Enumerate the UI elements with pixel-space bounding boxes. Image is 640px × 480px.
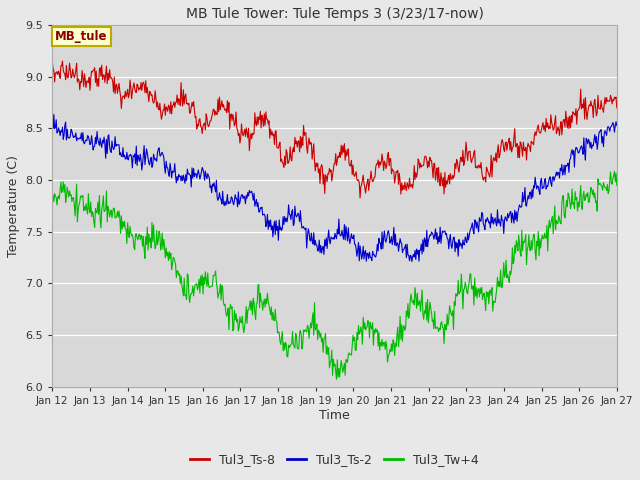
Tul3_Ts-2: [50, 111, 58, 117]
Y-axis label: Temperature (C): Temperature (C): [7, 155, 20, 257]
Tul3_Tw+4: [420, 308, 428, 314]
Tul3_Ts-8: [405, 186, 413, 192]
Tul3_Ts-2: [175, 172, 182, 178]
Tul3_Ts-8: [59, 58, 67, 64]
Tul3_Tw+4: [116, 230, 124, 236]
Line: Tul3_Ts-8: Tul3_Ts-8: [52, 61, 617, 198]
Tul3_Ts-2: [613, 122, 621, 128]
Tul3_Ts-2: [60, 136, 67, 142]
Tul3_Ts-2: [404, 252, 412, 258]
Text: MB_tule: MB_tule: [55, 30, 108, 43]
X-axis label: Time: Time: [319, 408, 350, 422]
Tul3_Ts-8: [613, 105, 621, 111]
Legend: Tul3_Ts-8, Tul3_Ts-2, Tul3_Tw+4: Tul3_Ts-8, Tul3_Ts-2, Tul3_Tw+4: [185, 448, 484, 471]
Line: Tul3_Ts-2: Tul3_Ts-2: [52, 114, 617, 262]
Tul3_Ts-8: [49, 59, 56, 64]
Title: MB Tule Tower: Tule Temps 3 (3/23/17-now): MB Tule Tower: Tule Temps 3 (3/23/17-now…: [186, 7, 483, 21]
Tul3_Ts-8: [175, 96, 182, 102]
Line: Tul3_Tw+4: Tul3_Tw+4: [52, 172, 617, 379]
Tul3_Tw+4: [404, 301, 412, 307]
Tul3_Ts-8: [421, 153, 429, 159]
Tul3_Tw+4: [204, 270, 212, 276]
Tul3_Ts-8: [356, 195, 364, 201]
Tul3_Tw+4: [59, 187, 67, 192]
Tul3_Tw+4: [49, 191, 56, 196]
Tul3_Ts-8: [60, 68, 67, 73]
Tul3_Ts-2: [408, 259, 416, 264]
Tul3_Ts-8: [205, 124, 212, 130]
Tul3_Ts-2: [421, 238, 429, 243]
Tul3_Tw+4: [613, 182, 621, 188]
Tul3_Ts-2: [205, 173, 212, 179]
Tul3_Ts-2: [118, 154, 125, 159]
Tul3_Ts-2: [49, 121, 56, 127]
Tul3_Tw+4: [611, 169, 618, 175]
Tul3_Tw+4: [174, 268, 182, 274]
Tul3_Tw+4: [333, 376, 340, 382]
Tul3_Ts-8: [118, 106, 125, 111]
